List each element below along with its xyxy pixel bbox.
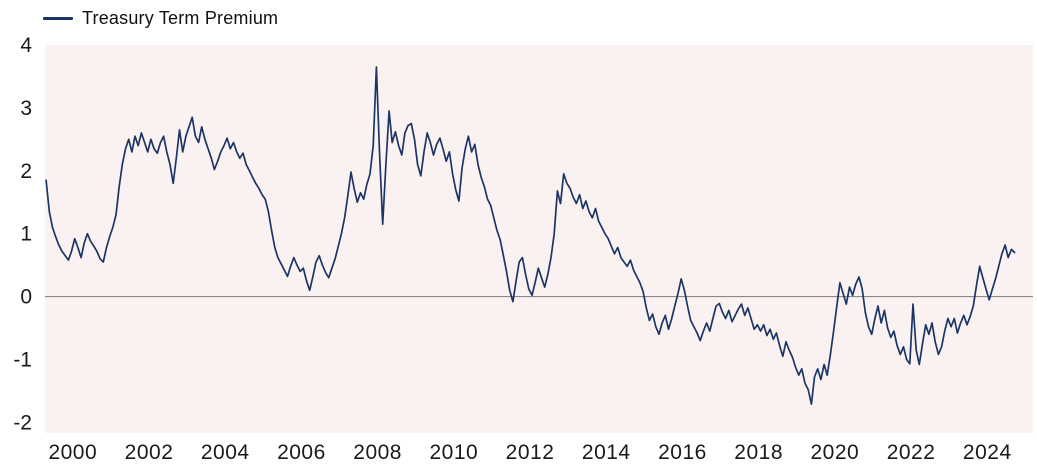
y-axis-tick-label: 3 (20, 97, 32, 120)
x-axis-tick-label: 2004 (201, 441, 250, 464)
y-axis-tick-label: 1 (20, 223, 32, 246)
chart-legend: Treasury Term Premium (43, 8, 278, 29)
x-axis-tick-label: 2020 (811, 441, 860, 464)
y-axis-tick-label: -1 (13, 348, 32, 371)
y-axis-tick-label: -2 (13, 411, 32, 434)
x-axis-tick-label: 2006 (277, 441, 326, 464)
legend-label: Treasury Term Premium (82, 8, 279, 28)
x-axis-tick-label: 2008 (353, 441, 402, 464)
x-axis-tick-label: 2022 (887, 441, 936, 464)
y-axis-tick-label: 4 (20, 34, 32, 57)
x-axis-tick-label: 2018 (734, 441, 783, 464)
y-axis-tick-label: 0 (20, 286, 32, 309)
legend-line-swatch-icon (43, 17, 73, 20)
treasury-term-premium-line (45, 66, 1016, 405)
x-axis-tick-label: 2014 (582, 441, 631, 464)
x-axis-tick-label: 2000 (48, 441, 97, 464)
plot-area (45, 45, 1033, 433)
x-axis-tick-label: 2024 (963, 441, 1012, 464)
y-axis-tick-label: 2 (20, 160, 32, 183)
x-axis-tick-label: 2010 (429, 441, 478, 464)
x-axis-tick-label: 2002 (125, 441, 174, 464)
x-axis-tick-label: 2016 (658, 441, 707, 464)
x-axis-tick-label: 2012 (506, 441, 555, 464)
